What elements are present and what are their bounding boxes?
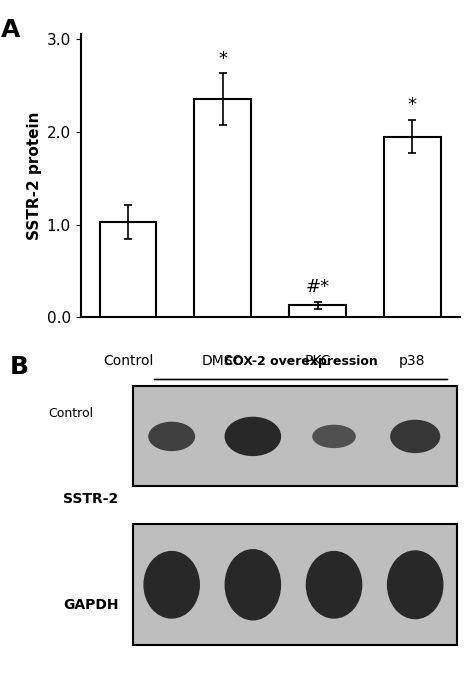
Text: #*: #*	[306, 278, 329, 296]
Text: PKC: PKC	[289, 407, 313, 420]
Text: +: +	[312, 391, 323, 405]
Ellipse shape	[388, 551, 443, 618]
Text: +: +	[296, 386, 306, 400]
Ellipse shape	[149, 422, 194, 451]
Ellipse shape	[306, 551, 362, 618]
Ellipse shape	[225, 417, 281, 455]
Text: SSTR-2: SSTR-2	[63, 491, 118, 506]
Text: *: *	[219, 50, 227, 68]
Y-axis label: SSTR-2 protein: SSTR-2 protein	[27, 112, 43, 240]
Text: +: +	[395, 386, 406, 400]
Ellipse shape	[225, 550, 281, 620]
Text: +: +	[203, 386, 214, 400]
Text: COX-2 overexpression: COX-2 overexpression	[224, 355, 378, 368]
Text: *: *	[408, 97, 417, 115]
Ellipse shape	[391, 420, 439, 453]
Text: p38: p38	[389, 407, 412, 420]
Text: GAPDH: GAPDH	[63, 598, 118, 613]
Bar	[289, 306, 346, 317]
Text: +: +	[217, 391, 228, 405]
Text: DMSO: DMSO	[190, 407, 228, 420]
Text: COX-2 overexpression: COX-2 overexpression	[232, 451, 403, 464]
Text: Control: Control	[48, 407, 94, 420]
Text: PKC: PKC	[304, 354, 331, 368]
Text: A: A	[1, 17, 20, 41]
Text: DMSO: DMSO	[201, 354, 244, 368]
Text: B: B	[9, 355, 28, 380]
Text: p38: p38	[399, 354, 426, 368]
Bar	[194, 99, 251, 317]
Text: Control: Control	[103, 354, 153, 368]
Bar	[384, 137, 441, 317]
Bar	[100, 222, 156, 317]
Ellipse shape	[313, 426, 355, 447]
Ellipse shape	[144, 551, 199, 618]
Text: +: +	[407, 391, 418, 405]
